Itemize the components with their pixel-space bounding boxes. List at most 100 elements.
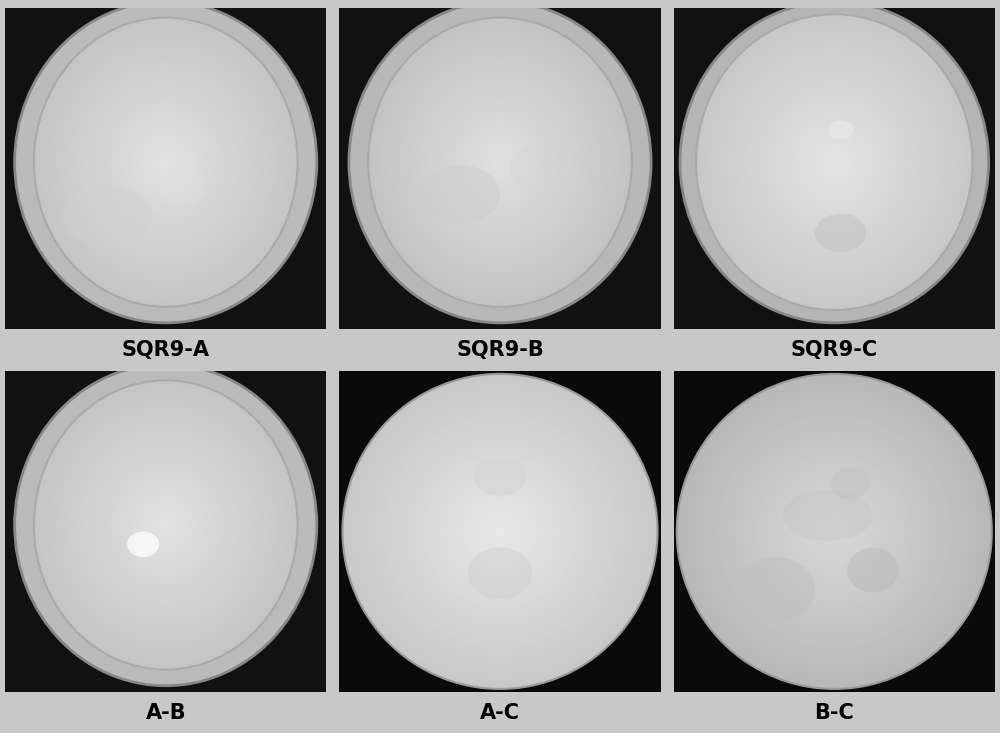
- Ellipse shape: [403, 56, 597, 268]
- Ellipse shape: [468, 548, 532, 599]
- Ellipse shape: [47, 395, 284, 655]
- Ellipse shape: [424, 455, 576, 608]
- Ellipse shape: [400, 432, 600, 631]
- Ellipse shape: [829, 526, 840, 537]
- Ellipse shape: [690, 387, 979, 676]
- Ellipse shape: [696, 15, 972, 310]
- Ellipse shape: [728, 49, 940, 276]
- Ellipse shape: [133, 126, 199, 199]
- Ellipse shape: [69, 56, 262, 268]
- Ellipse shape: [52, 399, 280, 650]
- Ellipse shape: [735, 56, 933, 268]
- Ellipse shape: [738, 59, 931, 265]
- Ellipse shape: [782, 479, 887, 584]
- Ellipse shape: [58, 407, 273, 643]
- Ellipse shape: [89, 78, 243, 246]
- Ellipse shape: [769, 465, 900, 597]
- Ellipse shape: [497, 528, 503, 534]
- Ellipse shape: [479, 510, 521, 553]
- Ellipse shape: [342, 374, 658, 689]
- Ellipse shape: [113, 467, 218, 583]
- Ellipse shape: [58, 44, 273, 280]
- Ellipse shape: [744, 66, 924, 258]
- Ellipse shape: [783, 490, 873, 541]
- Ellipse shape: [792, 490, 876, 573]
- Ellipse shape: [417, 70, 583, 254]
- Ellipse shape: [731, 51, 938, 273]
- Ellipse shape: [831, 467, 870, 499]
- Ellipse shape: [832, 160, 837, 165]
- Ellipse shape: [495, 526, 505, 537]
- Ellipse shape: [353, 384, 647, 679]
- Ellipse shape: [358, 390, 642, 673]
- Ellipse shape: [714, 410, 955, 652]
- Ellipse shape: [411, 442, 589, 621]
- Ellipse shape: [738, 557, 815, 622]
- Ellipse shape: [754, 76, 915, 248]
- Ellipse shape: [458, 117, 542, 208]
- Ellipse shape: [463, 495, 537, 568]
- Ellipse shape: [69, 419, 262, 631]
- Ellipse shape: [159, 155, 172, 169]
- Ellipse shape: [421, 75, 579, 249]
- Ellipse shape: [414, 68, 586, 256]
- Ellipse shape: [371, 403, 629, 660]
- Ellipse shape: [144, 138, 188, 186]
- Ellipse shape: [753, 450, 916, 613]
- Ellipse shape: [695, 392, 973, 671]
- Ellipse shape: [791, 115, 878, 209]
- Text: SQR9-C: SQR9-C: [791, 340, 878, 360]
- Ellipse shape: [379, 410, 621, 652]
- Ellipse shape: [453, 485, 547, 578]
- Ellipse shape: [761, 84, 908, 241]
- Ellipse shape: [408, 61, 592, 263]
- Ellipse shape: [67, 416, 265, 633]
- Ellipse shape: [397, 49, 603, 276]
- Ellipse shape: [487, 518, 513, 545]
- Ellipse shape: [377, 27, 623, 297]
- Ellipse shape: [816, 513, 853, 550]
- Ellipse shape: [813, 510, 855, 553]
- Ellipse shape: [398, 429, 602, 634]
- Ellipse shape: [771, 468, 897, 594]
- Ellipse shape: [375, 25, 625, 300]
- Ellipse shape: [403, 434, 597, 629]
- Ellipse shape: [777, 474, 892, 589]
- Ellipse shape: [71, 59, 260, 266]
- Ellipse shape: [60, 409, 271, 641]
- Ellipse shape: [790, 487, 879, 576]
- Ellipse shape: [374, 405, 626, 658]
- Ellipse shape: [377, 408, 623, 655]
- Ellipse shape: [368, 18, 632, 307]
- Ellipse shape: [45, 392, 287, 658]
- Ellipse shape: [432, 463, 568, 600]
- Ellipse shape: [410, 63, 590, 261]
- Ellipse shape: [437, 468, 563, 594]
- Ellipse shape: [127, 531, 159, 557]
- Ellipse shape: [766, 463, 903, 600]
- Ellipse shape: [47, 32, 284, 292]
- Ellipse shape: [120, 111, 212, 213]
- Ellipse shape: [772, 95, 896, 229]
- Text: SQR9-B: SQR9-B: [456, 340, 544, 360]
- Ellipse shape: [824, 521, 845, 542]
- Ellipse shape: [805, 503, 863, 560]
- Ellipse shape: [100, 453, 232, 597]
- Ellipse shape: [735, 432, 934, 631]
- Ellipse shape: [426, 458, 574, 605]
- Ellipse shape: [71, 421, 260, 629]
- Ellipse shape: [425, 80, 575, 244]
- Ellipse shape: [818, 145, 850, 180]
- Ellipse shape: [434, 465, 566, 597]
- Ellipse shape: [458, 490, 542, 573]
- Ellipse shape: [761, 458, 908, 605]
- Ellipse shape: [153, 510, 179, 539]
- Ellipse shape: [38, 22, 293, 302]
- Ellipse shape: [492, 523, 508, 539]
- Ellipse shape: [430, 85, 570, 239]
- Ellipse shape: [148, 506, 183, 545]
- Ellipse shape: [466, 497, 534, 566]
- Ellipse shape: [65, 414, 267, 636]
- Ellipse shape: [102, 92, 229, 232]
- Ellipse shape: [41, 388, 291, 663]
